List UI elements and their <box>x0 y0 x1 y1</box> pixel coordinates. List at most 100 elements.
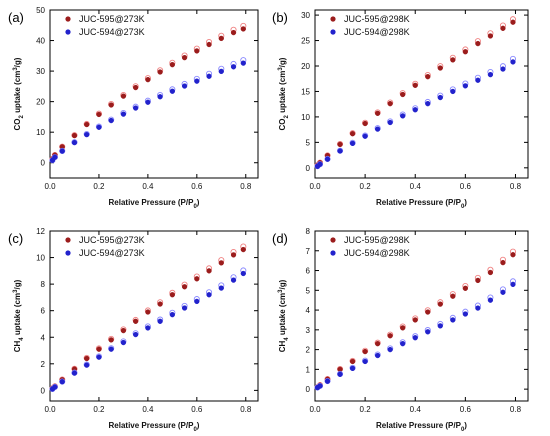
y-tick-label: 5 <box>306 138 311 147</box>
y-axis-label-tail: uptake (cm <box>13 293 22 337</box>
plot-frame <box>49 9 259 179</box>
data-point <box>218 68 224 75</box>
data-point <box>412 82 418 88</box>
data-point <box>374 126 381 132</box>
data-point <box>132 105 139 111</box>
plot-frame <box>49 230 259 402</box>
y-tick-label: 6 <box>41 307 46 316</box>
data-point <box>324 378 331 384</box>
y-axis-label-sup: 3 <box>278 289 284 293</box>
x-tick-label: 0.0 <box>44 182 56 191</box>
data-point <box>240 270 246 277</box>
data-point <box>169 292 176 298</box>
x-axis-label-main: Relative Pressure (P/P <box>376 198 462 207</box>
data-point <box>157 94 163 100</box>
x-axis-label-main: Relative Pressure (P/P <box>109 421 195 430</box>
data-point <box>84 362 90 368</box>
data-point <box>475 77 481 83</box>
x-axis-label: Relative Pressure (P/P0) <box>376 421 467 433</box>
data-point <box>510 19 516 25</box>
y-axis-label-tail: uptake (cm <box>13 71 22 115</box>
data-point <box>487 297 494 303</box>
data-point <box>500 289 506 295</box>
y-axis-label-sub: 2 <box>284 114 290 118</box>
x-tick-label: 0.2 <box>360 405 372 414</box>
data-point <box>475 277 481 284</box>
x-tick-label: 0.0 <box>309 182 321 191</box>
data-point <box>132 331 139 338</box>
y-axis-label: CO2 uptake (cm3/g) <box>278 57 290 130</box>
data-point <box>230 29 237 36</box>
data-point <box>450 317 456 323</box>
chart-panel-3: (c) 0.0 0.2 0.4 0.6 0.8 0 2 4 6 8 10 12 Relative Pres… <box>8 227 259 433</box>
data-point <box>387 333 393 339</box>
y-tick-label: 2 <box>306 346 311 355</box>
data-point <box>145 76 151 83</box>
data-point <box>500 259 506 266</box>
data-point <box>450 293 456 299</box>
x-axis-label-sub: 0 <box>193 204 197 210</box>
x-axis-label-main: Relative Pressure (P/P <box>109 198 195 207</box>
y-tick-label: 0 <box>41 159 46 168</box>
data-point <box>84 131 90 138</box>
x-axis-label: Relative Pressure (P/P0) <box>109 421 200 433</box>
data-point <box>206 73 212 79</box>
x-tick-label: 0.0 <box>309 405 321 414</box>
data-point <box>337 371 343 377</box>
data-point <box>510 252 516 258</box>
y-tick-label: 15 <box>301 87 310 96</box>
data-point <box>230 252 237 258</box>
legend-marker <box>330 250 336 256</box>
data-point <box>194 276 200 282</box>
y-tick-label: 10 <box>301 113 310 122</box>
data-point <box>120 327 127 334</box>
y-tick-label: 12 <box>36 227 45 236</box>
y-tick-label: 3 <box>306 326 311 335</box>
data-point <box>120 339 127 346</box>
plot-frame <box>314 230 529 402</box>
data-point <box>194 48 200 54</box>
legend-marker <box>330 29 336 35</box>
x-tick-label: 0.8 <box>510 405 522 414</box>
data-point <box>412 107 418 113</box>
x-axis-label-close: ) <box>464 198 467 207</box>
data-point <box>412 335 418 341</box>
data-point <box>450 57 456 63</box>
data-point <box>230 277 237 283</box>
data-point <box>181 55 188 61</box>
x-tick-label: 0.4 <box>410 405 422 414</box>
data-point <box>240 26 246 32</box>
x-tick-label: 0.8 <box>240 182 252 191</box>
data-point <box>349 131 356 137</box>
plot-frame <box>314 9 529 179</box>
data-point <box>400 341 406 347</box>
y-tick-label: 6 <box>306 267 311 276</box>
data-point <box>387 101 393 107</box>
data-point <box>120 111 127 117</box>
data-point <box>349 140 356 147</box>
data-point <box>400 325 406 331</box>
data-point <box>374 341 381 347</box>
data-point <box>71 132 78 139</box>
data-point <box>475 305 481 311</box>
data-point <box>324 156 331 162</box>
data-point <box>425 74 431 80</box>
legend-marker <box>65 250 71 256</box>
y-axis-label-sub: 4 <box>284 337 290 341</box>
data-point <box>500 66 506 72</box>
panel-tag: (d) <box>272 231 288 246</box>
data-point <box>337 141 343 148</box>
legend-marker <box>65 16 71 22</box>
y-tick-label: 5 <box>306 286 311 295</box>
data-point <box>108 117 114 124</box>
data-point <box>108 102 114 108</box>
data-point <box>206 292 212 298</box>
data-point <box>218 285 224 291</box>
data-point <box>337 148 343 154</box>
data-point <box>462 49 469 55</box>
data-point <box>487 33 494 39</box>
data-point <box>487 269 494 276</box>
series-1 <box>49 243 247 392</box>
chart-panel-4: (d) 0.0 0.2 0.4 0.6 0.8 0 1 2 3 4 5 6 7 8 Relative Pres… <box>272 227 529 433</box>
